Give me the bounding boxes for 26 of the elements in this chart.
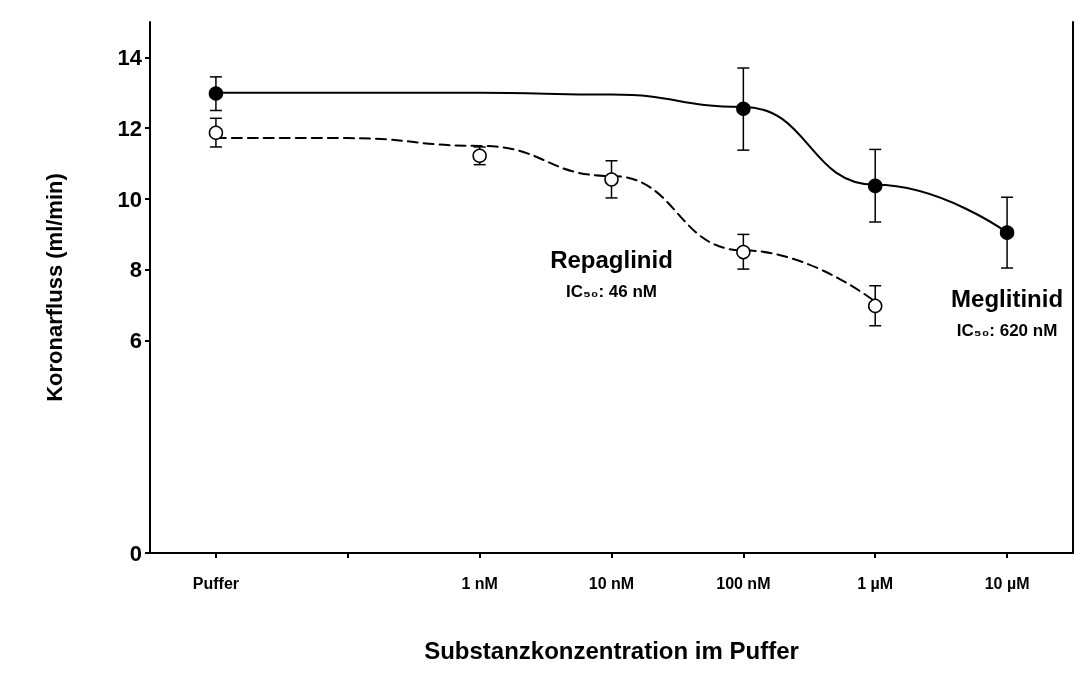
y-axis-title: Koronarfluss (ml/min) (41, 173, 67, 402)
point (867, 298, 883, 314)
x-tick-label: 100 nM (716, 574, 771, 592)
point (867, 178, 883, 194)
point (604, 172, 619, 187)
y-tick-label: 14 (117, 44, 143, 70)
point (736, 101, 751, 116)
y-tick-label: 12 (117, 115, 142, 141)
x-tick-label: 1 nM (461, 574, 498, 592)
y-tick-label: 10 (117, 186, 142, 212)
x-tick-label: 10 µM (984, 574, 1030, 592)
y-tick-label: 0 (129, 540, 142, 566)
point (208, 125, 224, 141)
point (999, 225, 1015, 240)
x-tick-label: 10 nM (588, 574, 635, 592)
annotation: IC₅₀: 620 nM (956, 320, 1058, 340)
x-axis-title: Substanzkonzentration im Puffer (424, 636, 799, 664)
y-tick-label: 8 (129, 257, 142, 283)
text: Repaglinid (550, 245, 673, 273)
text: Meglitinid (951, 284, 1064, 312)
annotation: IC₅₀: 46 nM (565, 281, 658, 301)
x-tick-label: 1 µM (857, 574, 894, 592)
point (736, 244, 751, 260)
y-tick-label: 6 (129, 328, 142, 354)
point (208, 86, 224, 101)
x-tick-label: Puffer (192, 574, 240, 592)
